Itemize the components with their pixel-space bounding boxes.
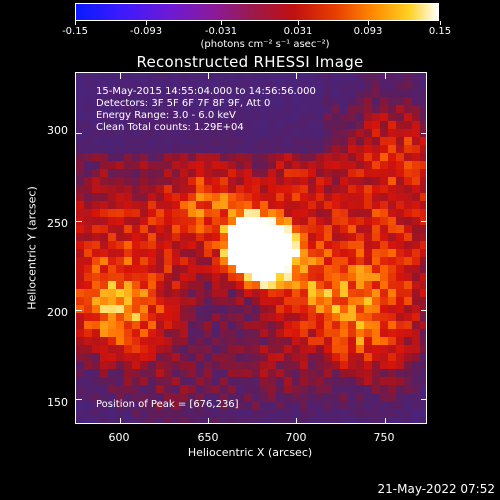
image-title: Reconstructed RHESSI Image	[136, 53, 364, 71]
x-tick-label: 750	[373, 431, 395, 444]
info-energy: Energy Range: 3.0 - 6.0 keV	[96, 110, 236, 121]
axis-tick-mark	[120, 418, 121, 423]
axis-tick-mark	[76, 133, 82, 134]
colorbar-tick-label: 0.031	[283, 26, 313, 37]
peak-position: Position of Peak = [676,236]	[96, 399, 239, 410]
axis-tick-mark	[296, 73, 297, 79]
colorbar-tick-mark	[440, 21, 441, 25]
colorbar-tick-mark	[221, 21, 222, 25]
colorbar-tick-mark	[298, 21, 299, 25]
axis-tick-mark	[421, 399, 426, 400]
colorbar-tick-label: 0.15	[428, 26, 452, 37]
colorbar-tick-label: -0.031	[204, 26, 238, 37]
info-clean: Clean Total counts: 1.29E+04	[96, 122, 244, 133]
timestamp: 21-May-2022 07:52	[377, 482, 495, 496]
colorbar-tick-label: 0.093	[353, 26, 383, 37]
info-time: 15-May-2015 14:55:04.000 to 14:56:56.000	[96, 86, 316, 97]
colorbar-units: (photons cm⁻² s⁻¹ asec⁻²)	[200, 39, 330, 50]
colorbar-tick-label: -0.15	[62, 26, 88, 37]
y-tick-label: 250	[47, 217, 68, 230]
axis-tick-mark	[421, 221, 426, 222]
axis-tick-mark	[421, 133, 426, 134]
colorbar	[75, 3, 439, 21]
x-tick-label: 650	[197, 431, 219, 444]
y-axis-label: Heliocentric Y (arcsec)	[25, 186, 39, 310]
axis-tick-mark	[76, 399, 82, 400]
axis-tick-mark	[208, 418, 209, 423]
colorbar-tick-mark	[146, 21, 147, 25]
axis-tick-mark	[76, 221, 82, 222]
y-tick-label: 200	[47, 306, 68, 319]
colorbar-tick-mark	[368, 21, 369, 25]
x-tick-label: 600	[108, 431, 130, 444]
axis-tick-mark	[421, 310, 426, 311]
y-tick-label: 300	[47, 124, 68, 137]
axis-tick-mark	[385, 418, 386, 423]
axis-tick-mark	[385, 73, 386, 79]
axis-tick-mark	[296, 418, 297, 423]
colorbar-tick-label: -0.093	[129, 26, 163, 37]
axis-tick-mark	[76, 310, 82, 311]
axis-tick-mark	[208, 73, 209, 79]
axis-tick-mark	[120, 73, 121, 79]
info-detectors: Detectors: 3F 5F 6F 7F 8F 9F, Att 0	[96, 98, 271, 109]
image-plot: 15-May-2015 14:55:04.000 to 14:56:56.000…	[75, 72, 427, 424]
x-tick-label: 700	[285, 431, 307, 444]
y-tick-label: 150	[47, 396, 68, 409]
x-axis-label: Heliocentric X (arcsec)	[187, 446, 313, 459]
colorbar-tick-mark	[75, 21, 76, 25]
